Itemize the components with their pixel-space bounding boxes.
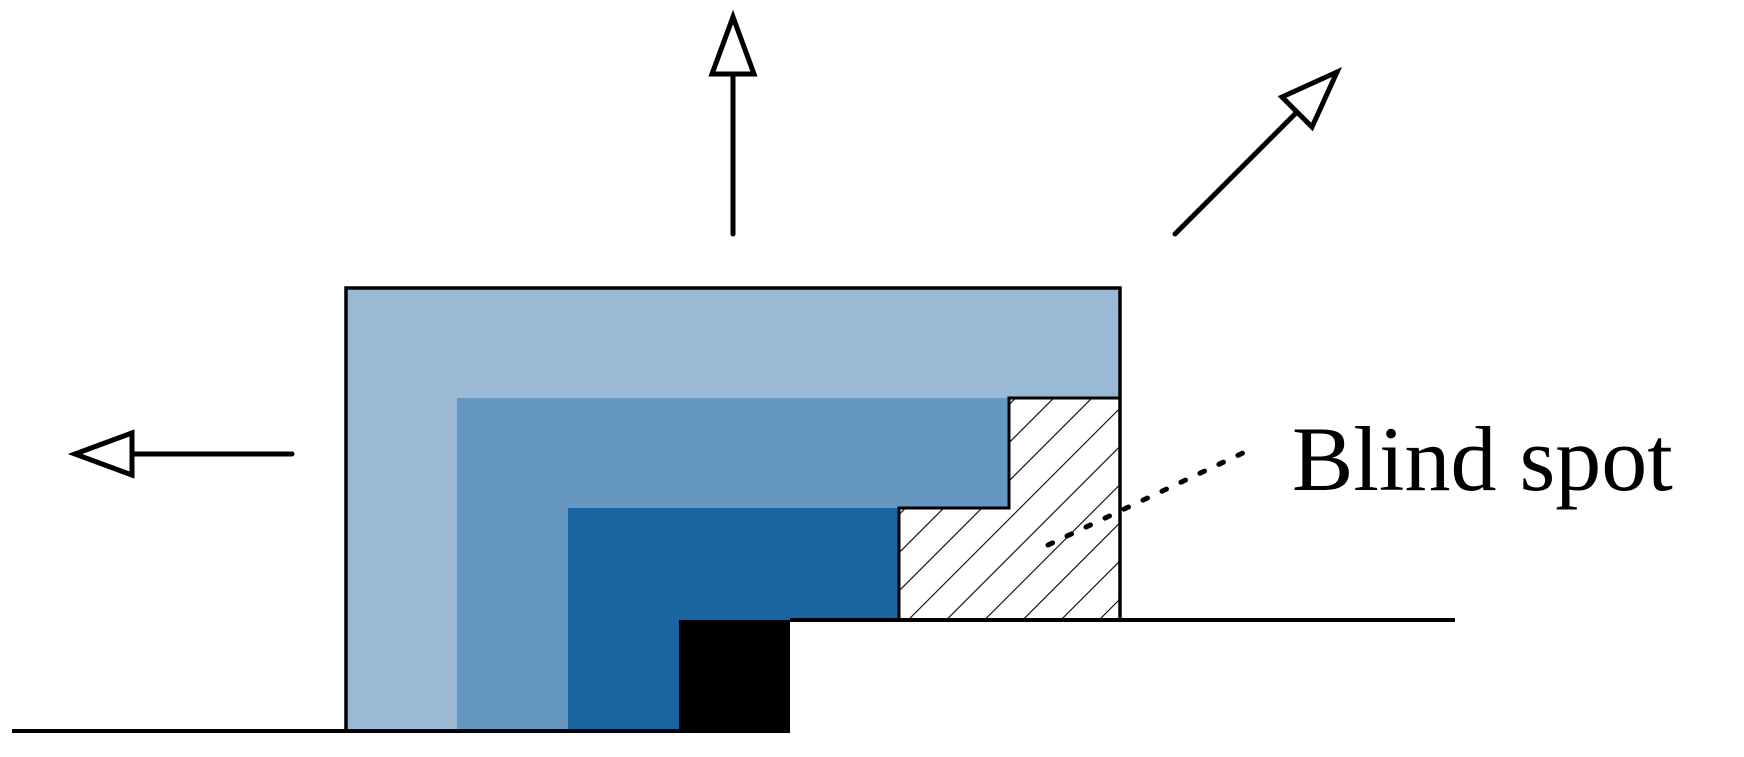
arrow-up-icon <box>708 9 758 237</box>
arrow-up-right-icon <box>1172 66 1343 237</box>
blind-spot-leader-line <box>1045 449 1248 548</box>
blind-spot-label: Blind spot <box>1292 408 1673 510</box>
step-ground-fill <box>790 620 1120 731</box>
outer-outline <box>344 286 1122 731</box>
core-block <box>679 620 790 731</box>
arrow-left-icon <box>67 429 295 479</box>
